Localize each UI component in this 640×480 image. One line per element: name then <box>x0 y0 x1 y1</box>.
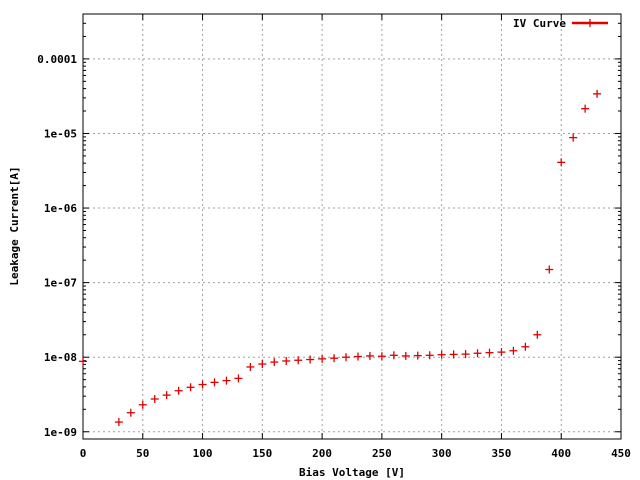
x-tick-label: 400 <box>551 447 571 460</box>
data-point <box>210 378 219 387</box>
y-tick-label: 1e-05 <box>44 127 77 140</box>
data-point <box>282 356 291 365</box>
x-tick-label: 450 <box>611 447 631 460</box>
x-tick-label: 350 <box>492 447 512 460</box>
x-tick-label: 50 <box>136 447 149 460</box>
data-point <box>126 408 135 417</box>
data-point <box>389 351 398 360</box>
data-point <box>258 360 267 369</box>
data-point <box>413 351 422 360</box>
x-axis-label: Bias Voltage [V] <box>299 466 405 479</box>
data-point <box>138 400 147 409</box>
x-tick-label: 250 <box>372 447 392 460</box>
y-tick-label: 1e-09 <box>44 426 77 439</box>
data-point <box>509 346 518 355</box>
data-point <box>569 133 578 142</box>
grid <box>83 14 621 439</box>
data-points <box>79 89 602 427</box>
legend-label: IV Curve <box>513 17 566 30</box>
x-tick-label: 0 <box>80 447 87 460</box>
data-point <box>150 395 159 404</box>
data-point <box>234 374 243 383</box>
data-point <box>342 353 351 362</box>
y-tick-label: 1e-08 <box>44 351 77 364</box>
data-point <box>461 350 470 359</box>
x-tick-label: 100 <box>193 447 213 460</box>
data-point <box>186 383 195 392</box>
y-tick-label: 0.0001 <box>37 53 77 66</box>
data-point <box>581 104 590 113</box>
legend: IV Curve <box>513 17 608 30</box>
plot-frame <box>82 13 622 440</box>
x-tick-label: 150 <box>252 447 272 460</box>
y-tick-label: 1e-06 <box>44 202 77 215</box>
data-point <box>557 158 566 167</box>
data-point <box>318 354 327 363</box>
data-point <box>270 358 279 367</box>
data-point <box>294 356 303 365</box>
data-point <box>497 348 506 357</box>
data-point <box>449 350 458 359</box>
data-point <box>533 330 542 339</box>
data-point <box>222 376 231 385</box>
axis-ticks: 0 50 100 150 200 250 300 350 400 450 1e-09 1e-08 1e-… <box>37 13 631 460</box>
data-point <box>473 349 482 358</box>
x-tick-label: 300 <box>432 447 452 460</box>
data-point <box>377 352 386 361</box>
data-point <box>521 342 530 351</box>
y-tick-label: 1e-07 <box>44 277 77 290</box>
data-point <box>79 357 87 366</box>
data-point <box>246 362 255 371</box>
data-point <box>114 418 123 427</box>
data-point <box>306 355 315 364</box>
y-axis-label: Leakage Current[A] <box>8 166 21 285</box>
data-point <box>545 265 554 274</box>
data-point <box>425 351 434 360</box>
data-point <box>401 351 410 360</box>
data-point <box>485 348 494 357</box>
data-point <box>330 354 339 363</box>
data-point <box>437 350 446 359</box>
data-point <box>593 89 602 98</box>
x-tick-label: 200 <box>312 447 332 460</box>
data-point <box>365 351 374 360</box>
data-point <box>353 352 362 361</box>
data-point <box>162 391 171 400</box>
data-point <box>174 386 183 395</box>
data-point <box>198 380 207 389</box>
